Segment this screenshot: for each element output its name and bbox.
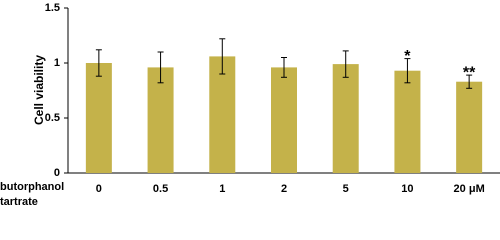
x-tick-label: 20 μM [454,183,485,195]
significance-mark: ** [463,64,476,81]
bar [394,70,421,173]
x-tick-label: 0 [96,183,102,195]
significance-mark: * [404,48,411,65]
x-tick-label: 10 [401,183,413,195]
y-axis-label: Cell viability [32,55,46,125]
x-tick-label: 0.5 [153,183,168,195]
x-tick-label: 2 [281,183,287,195]
bar [456,81,483,173]
y-tick-label: 1 [54,57,60,69]
bar [332,64,359,173]
y-tick-label: 0.5 [45,112,60,124]
x-axis-label: butorphanol tartrate [0,181,65,208]
y-tick-label: 1.5 [45,2,60,14]
x-tick-label: 1 [219,183,225,195]
chart-svg: Cell viability 0 0.5 1 1.5 0 0.5 1 2 5 10 * 20 μM ** [32,2,500,195]
bar [147,67,174,173]
bar [85,63,112,173]
bar [271,67,297,173]
bar [209,56,236,173]
x-tick-label: 5 [343,183,349,195]
chart: Cell viability 0 0.5 1 1.5 0 0.5 1 2 5 10 * 20 μM **… [0,0,500,210]
y-tick-label: 0 [54,167,60,179]
